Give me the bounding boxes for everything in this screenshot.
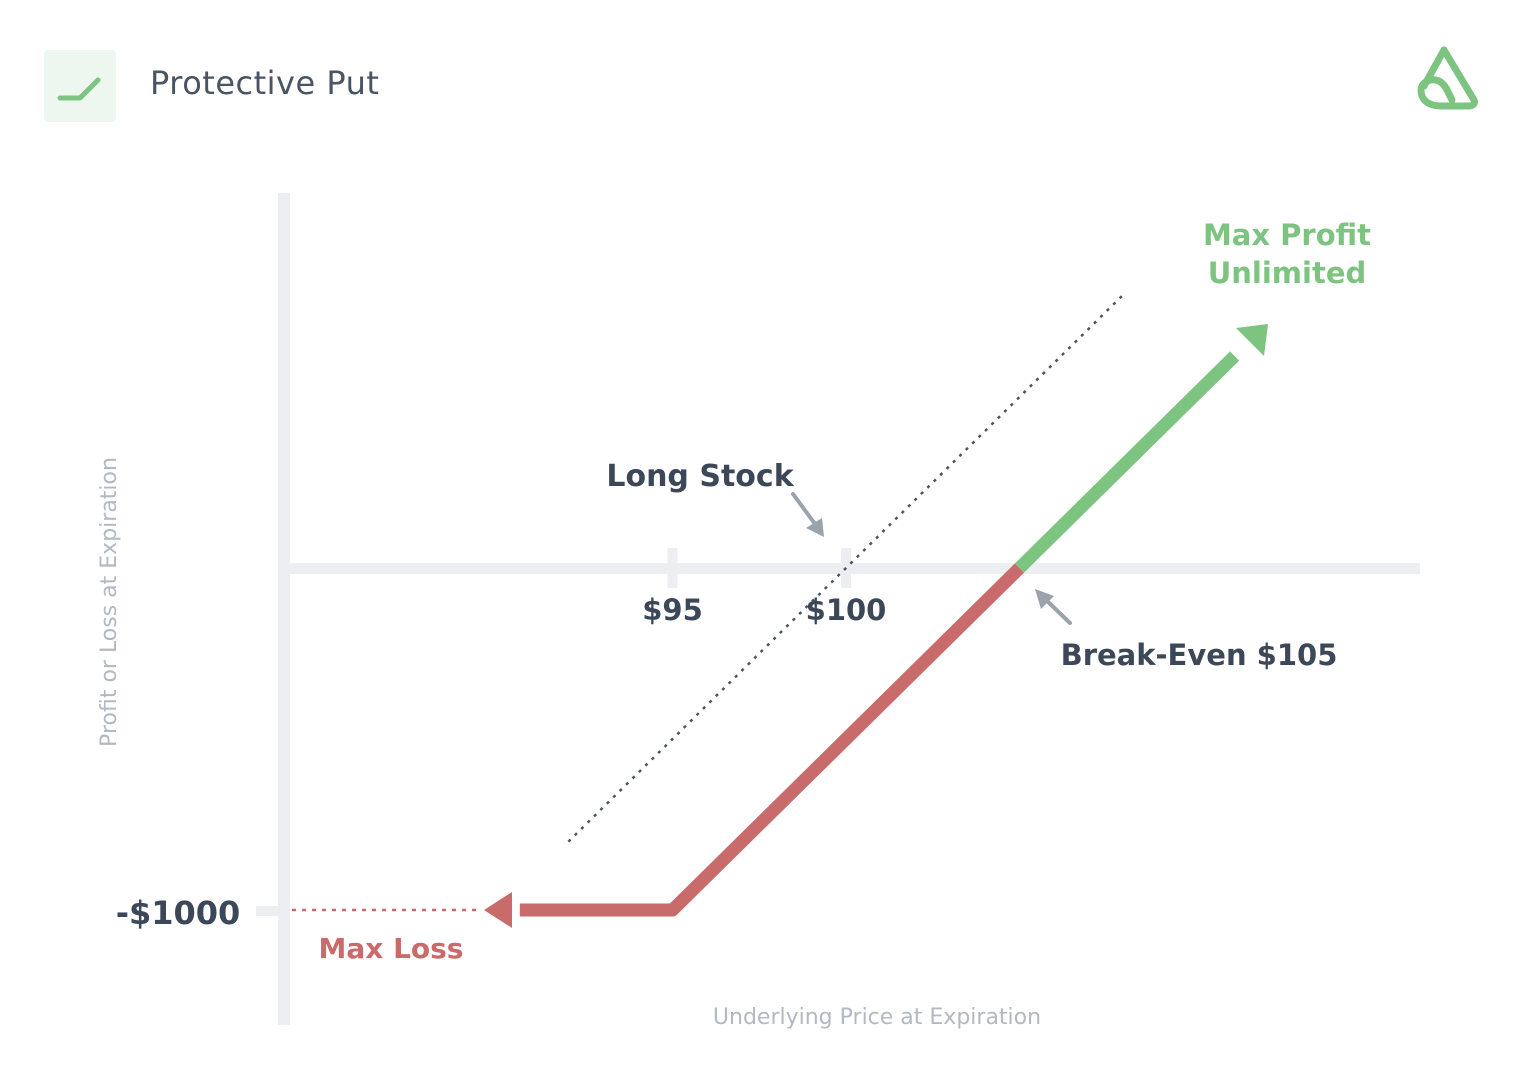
y-tick-mark: [256, 906, 286, 916]
max-profit-unlimited-label: Unlimited: [1208, 256, 1367, 290]
profit-segment: [1014, 351, 1240, 573]
x-tick-mark: [667, 548, 678, 588]
y-tick-label: -$1000: [116, 894, 241, 932]
x-tick-label: $100: [806, 593, 887, 627]
x-tick-label: $95: [642, 593, 703, 627]
break-even-label: Break-Even $105: [1061, 638, 1338, 672]
long-stock-line: [567, 293, 1125, 843]
y-axis: [278, 193, 290, 1025]
kink-joint: [666, 903, 679, 917]
profit-arrowhead: [1236, 324, 1268, 356]
page-title: Protective Put: [150, 64, 380, 102]
rising-line-icon: [57, 77, 101, 101]
loss-slope-segment: [667, 563, 1025, 915]
strategy-badge: [44, 50, 116, 122]
x-axis-label: Underlying Price at Expiration: [713, 1005, 1041, 1030]
break-even-pointer: [1035, 589, 1072, 625]
y-axis-label: Profit or Loss at Expiration: [97, 457, 122, 747]
brand-logo-icon: [1417, 46, 1478, 110]
long-stock-pointer: [791, 492, 824, 537]
x-axis: [284, 563, 1420, 574]
max-profit-label: Max Profit: [1203, 218, 1371, 252]
loss-arrowhead: [484, 892, 512, 928]
max-loss-label: Max Loss: [319, 932, 464, 965]
long-stock-label: Long Stock: [606, 459, 794, 494]
